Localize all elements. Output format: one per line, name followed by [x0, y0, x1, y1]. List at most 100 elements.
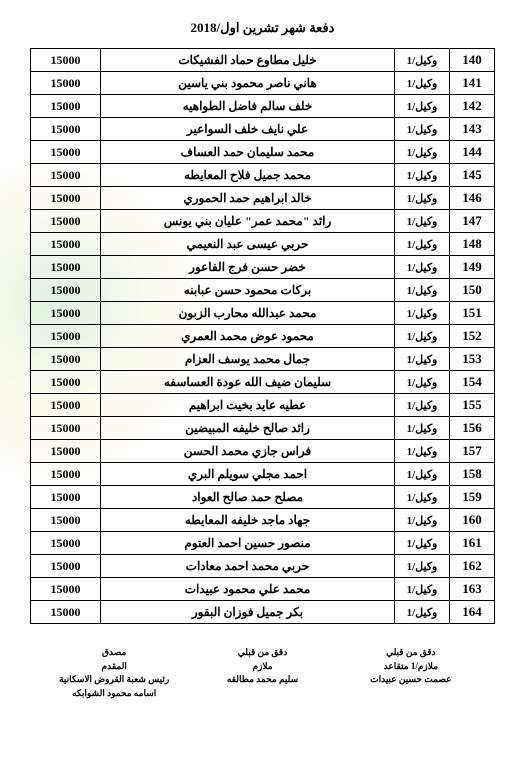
row-amount: 15000 — [31, 302, 101, 325]
row-rank: وكيل/1 — [395, 72, 450, 95]
table-row: 142وكيل/1خلف سالم فاضل الطواهيه15000 — [31, 95, 495, 118]
row-rank: وكيل/1 — [395, 440, 450, 463]
sig-line: المقدم — [40, 660, 188, 674]
signature-left: مصدق المقدم رئيس شعبة القروض الاسكانية ا… — [40, 646, 188, 700]
row-number: 162 — [450, 555, 495, 578]
row-number: 159 — [450, 486, 495, 509]
row-number: 153 — [450, 348, 495, 371]
row-rank: وكيل/1 — [395, 486, 450, 509]
row-amount: 15000 — [31, 118, 101, 141]
row-name: خالد ابراهيم حمد الحموري — [101, 187, 395, 210]
table-row: 159وكيل/1مصلح حمد صالح العواد15000 — [31, 486, 495, 509]
row-number: 150 — [450, 279, 495, 302]
row-rank: وكيل/1 — [395, 578, 450, 601]
row-rank: وكيل/1 — [395, 463, 450, 486]
row-amount: 15000 — [31, 49, 101, 72]
table-row: 150وكيل/1بركات محمود حسن عبابنه15000 — [31, 279, 495, 302]
payroll-table: 140وكيل/1خليل مطاوع حماد الفشيكات1500014… — [30, 48, 495, 624]
sig-line: ملازم — [188, 660, 336, 674]
row-amount: 15000 — [31, 509, 101, 532]
row-amount: 15000 — [31, 578, 101, 601]
table-row: 141وكيل/1هاني ناصر محمود بني ياسين15000 — [31, 72, 495, 95]
row-rank: وكيل/1 — [395, 95, 450, 118]
row-rank: وكيل/1 — [395, 601, 450, 624]
row-name: محمود عوض محمد العمري — [101, 325, 395, 348]
sig-line: اسامه محمود الشوابكه — [40, 687, 188, 701]
signature-right: دقق من قبلي ملازم/1 متقاعد عصمت حسين عبي… — [337, 646, 485, 700]
row-amount: 15000 — [31, 440, 101, 463]
table-row: 144وكيل/1محمد سليمان حمد العساف15000 — [31, 141, 495, 164]
row-name: رائد "محمد عمر" عليان بني يونس — [101, 210, 395, 233]
table-row: 161وكيل/1منصور حسين احمد العتوم15000 — [31, 532, 495, 555]
row-amount: 15000 — [31, 348, 101, 371]
row-amount: 15000 — [31, 164, 101, 187]
row-rank: وكيل/1 — [395, 394, 450, 417]
row-amount: 15000 — [31, 233, 101, 256]
table-row: 148وكيل/1حربي عيسى عبد النعيمي15000 — [31, 233, 495, 256]
table-row: 145وكيل/1محمد جميل فلاح المعايطه15000 — [31, 164, 495, 187]
row-amount: 15000 — [31, 72, 101, 95]
sig-line: دقق من قبلي — [337, 646, 485, 660]
row-rank: وكيل/1 — [395, 187, 450, 210]
row-number: 160 — [450, 509, 495, 532]
row-amount: 15000 — [31, 95, 101, 118]
row-amount: 15000 — [31, 371, 101, 394]
table-row: 156وكيل/1رائد صالح خليفه المبيضين15000 — [31, 417, 495, 440]
row-amount: 15000 — [31, 141, 101, 164]
footer-signatures: دقق من قبلي ملازم/1 متقاعد عصمت حسين عبي… — [30, 646, 495, 700]
row-number: 141 — [450, 72, 495, 95]
row-name: محمد علي محمود عبيدات — [101, 578, 395, 601]
row-rank: وكيل/1 — [395, 279, 450, 302]
row-name: جهاد ماجد خليفه المعايطه — [101, 509, 395, 532]
row-amount: 15000 — [31, 210, 101, 233]
row-name: علي نايف خلف السواعير — [101, 118, 395, 141]
row-amount: 15000 — [31, 555, 101, 578]
row-number: 156 — [450, 417, 495, 440]
sig-line: ملازم/1 متقاعد — [337, 660, 485, 674]
row-number: 152 — [450, 325, 495, 348]
table-row: 162وكيل/1حربي محمد احمد معادات15000 — [31, 555, 495, 578]
table-row: 157وكيل/1فراس جازي محمد الحسن15000 — [31, 440, 495, 463]
row-number: 144 — [450, 141, 495, 164]
table-row: 160وكيل/1جهاد ماجد خليفه المعايطه15000 — [31, 509, 495, 532]
table-row: 158وكيل/1احمد مجلي سويلم البري15000 — [31, 463, 495, 486]
row-rank: وكيل/1 — [395, 164, 450, 187]
row-rank: وكيل/1 — [395, 118, 450, 141]
row-name: احمد مجلي سويلم البري — [101, 463, 395, 486]
row-rank: وكيل/1 — [395, 49, 450, 72]
row-name: محمد جميل فلاح المعايطه — [101, 164, 395, 187]
row-name: خضر حسن فرج الفاعور — [101, 256, 395, 279]
table-row: 143وكيل/1علي نايف خلف السواعير15000 — [31, 118, 495, 141]
table-row: 147وكيل/1رائد "محمد عمر" عليان بني يونس1… — [31, 210, 495, 233]
row-amount: 15000 — [31, 394, 101, 417]
row-amount: 15000 — [31, 486, 101, 509]
table-row: 152وكيل/1محمود عوض محمد العمري15000 — [31, 325, 495, 348]
row-number: 148 — [450, 233, 495, 256]
table-row: 153وكيل/1جمال محمد يوسف العزام15000 — [31, 348, 495, 371]
row-name: منصور حسين احمد العتوم — [101, 532, 395, 555]
page-title: دفعة شهر تشرين اول/2018 — [30, 20, 495, 36]
row-name: بكر جميل فوزان البقور — [101, 601, 395, 624]
table-row: 154وكيل/1سليمان ضيف الله عودة العساسفه15… — [31, 371, 495, 394]
row-number: 161 — [450, 532, 495, 555]
row-name: بركات محمود حسن عبابنه — [101, 279, 395, 302]
row-rank: وكيل/1 — [395, 233, 450, 256]
row-number: 155 — [450, 394, 495, 417]
row-number: 143 — [450, 118, 495, 141]
table-row: 149وكيل/1خضر حسن فرج الفاعور15000 — [31, 256, 495, 279]
row-name: عطيه عايد بخيت ابراهيم — [101, 394, 395, 417]
signature-center: دقق من قبلي ملازم سليم محمد مطالقه — [188, 646, 336, 700]
row-number: 157 — [450, 440, 495, 463]
row-number: 147 — [450, 210, 495, 233]
table-row: 163وكيل/1محمد علي محمود عبيدات15000 — [31, 578, 495, 601]
sig-line: عصمت حسين عبيدات — [337, 673, 485, 687]
row-name: مصلح حمد صالح العواد — [101, 486, 395, 509]
table-row: 146وكيل/1خالد ابراهيم حمد الحموري15000 — [31, 187, 495, 210]
sig-line: رئيس شعبة القروض الاسكانية — [40, 673, 188, 687]
row-amount: 15000 — [31, 463, 101, 486]
row-rank: وكيل/1 — [395, 210, 450, 233]
row-number: 164 — [450, 601, 495, 624]
row-number: 151 — [450, 302, 495, 325]
table-row: 151وكيل/1محمد عبدالله محارب الزبون15000 — [31, 302, 495, 325]
document-page: دفعة شهر تشرين اول/2018 140وكيل/1خليل مط… — [0, 0, 525, 710]
